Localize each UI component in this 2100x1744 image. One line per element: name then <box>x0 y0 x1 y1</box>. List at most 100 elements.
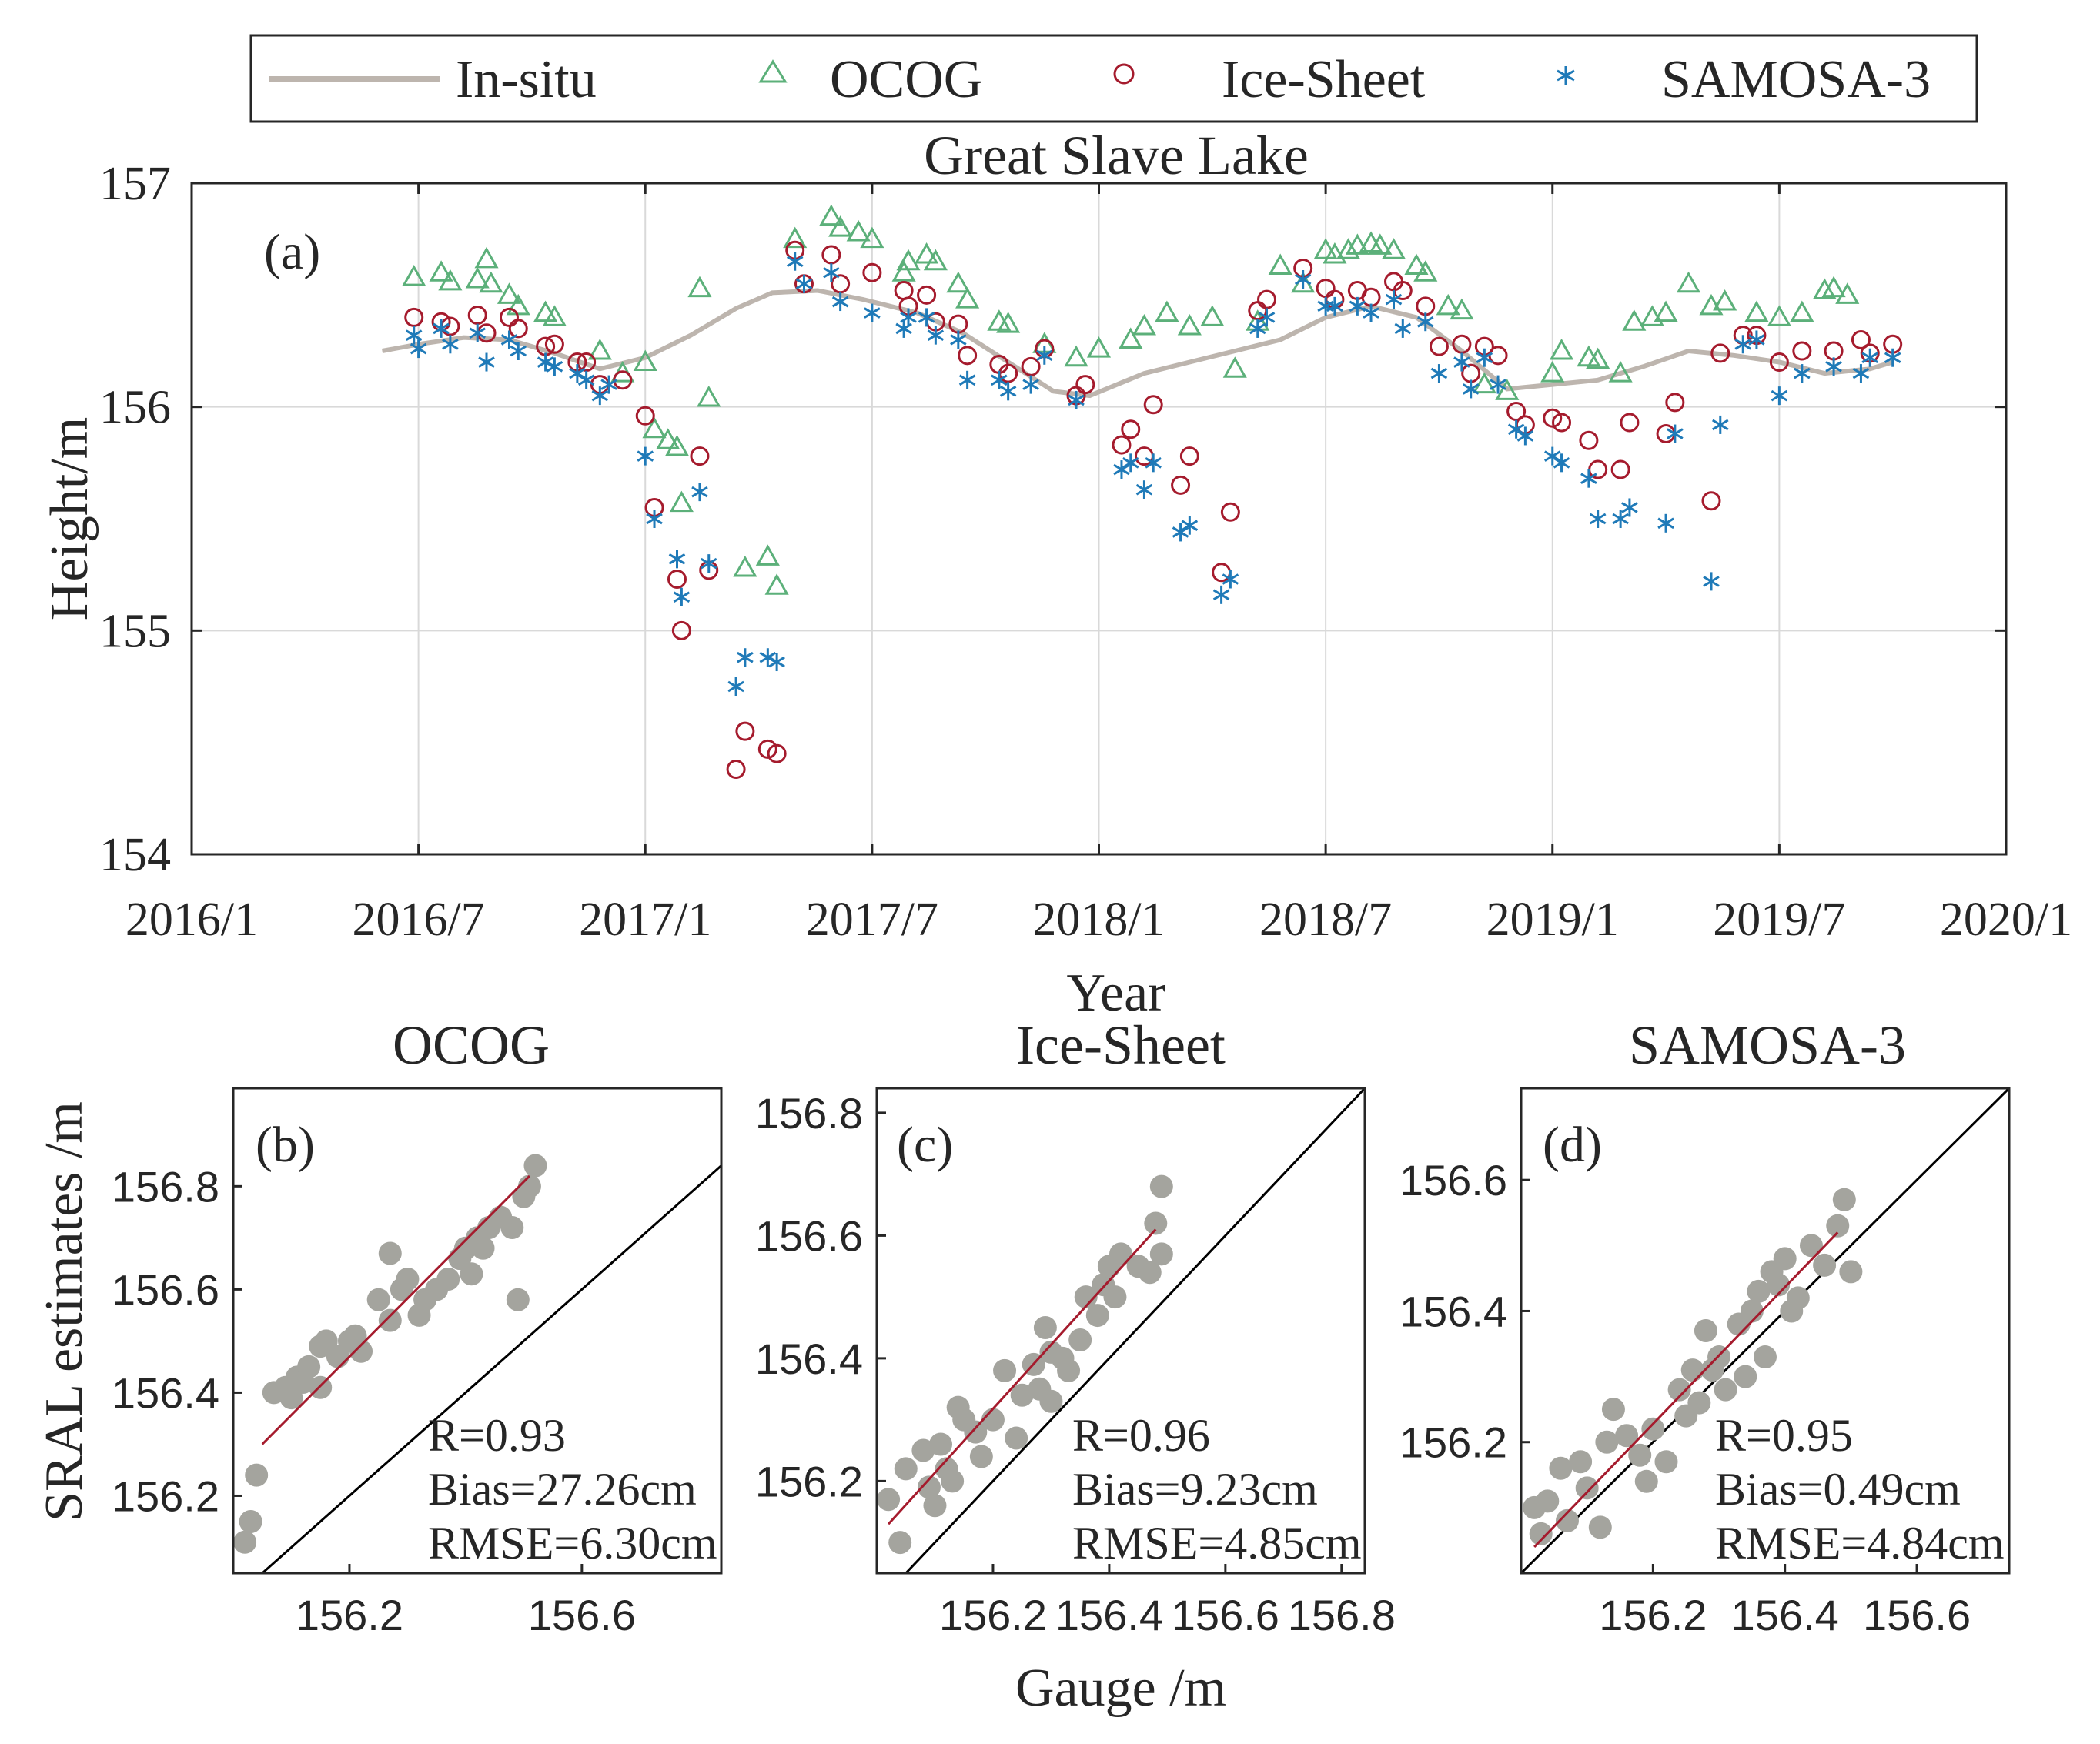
scatter-point <box>1010 1383 1034 1407</box>
y-tick-label: 156.6 <box>1399 1156 1507 1204</box>
y-tick-label: 156.2 <box>1399 1418 1507 1467</box>
y-tick-label: 156 <box>99 382 171 434</box>
icesheet-point <box>831 274 851 294</box>
x-tick-label: 2017/7 <box>806 894 938 946</box>
icesheet-point <box>1429 336 1449 356</box>
legend: In-situ OCOG Ice-Sheet SAMOSA-3 <box>249 34 1978 123</box>
ocog-point <box>1177 313 1202 336</box>
stats-r-d: R=0.95 <box>1715 1410 1853 1461</box>
x-tick-label: 2019/7 <box>1713 894 1845 946</box>
icesheet-point <box>1769 352 1789 373</box>
panel-a: Great Slave Lake 2016/1 2016/7 2017/1 2017/… <box>40 125 2072 1023</box>
samosa-point-stroke <box>673 591 691 603</box>
ocog-point <box>664 434 690 456</box>
scatter-point <box>460 1262 483 1286</box>
samosa-point-stroke <box>727 680 744 693</box>
x-tick-label: 156.2 <box>1599 1591 1707 1639</box>
ocog-point <box>1119 327 1143 349</box>
x-tick-label: 156.2 <box>939 1591 1047 1639</box>
samosa-point <box>405 326 423 345</box>
scatter-point <box>366 1288 390 1311</box>
scatter-point <box>1654 1450 1678 1474</box>
samosa-point <box>864 303 881 322</box>
samosa-point-stroke <box>1825 361 1842 373</box>
samosa-point-stroke <box>927 329 945 341</box>
ocog-point <box>1345 233 1369 255</box>
y-tick-label: 156.2 <box>112 1472 219 1520</box>
samosa-point-stroke <box>1135 483 1153 496</box>
ocog-point <box>946 271 971 293</box>
samosa-point <box>1416 312 1434 332</box>
scatter-point <box>517 1174 541 1198</box>
chart-title-d: SAMOSA-3 <box>1629 1014 1906 1076</box>
ocog-point <box>497 282 522 304</box>
scatter-point <box>1641 1417 1665 1441</box>
one-to-one-line-c <box>905 1087 1366 1575</box>
ticks-d: 156.2 156.4 156.6 156.2 156.4 156.6 <box>1399 1156 1971 1639</box>
samosa-point <box>700 554 717 573</box>
scatter-point <box>245 1463 269 1487</box>
icesheet-point <box>894 281 914 301</box>
samosa-point <box>546 357 563 376</box>
samosa-point <box>433 319 450 338</box>
samosa-point-stroke <box>433 322 450 335</box>
scatter-points-b <box>233 1154 547 1554</box>
samosa-point <box>1462 379 1480 399</box>
scatter-point <box>981 1408 1005 1432</box>
ocog-point <box>923 249 948 271</box>
samosa-point-stroke <box>1222 573 1239 585</box>
x-tick-label: 2020/1 <box>1940 894 2072 946</box>
ocog-point <box>429 260 453 282</box>
ocog-point <box>542 305 567 326</box>
ocog-point <box>1821 276 1846 298</box>
scatter-point <box>929 1432 953 1456</box>
scatter-point <box>1144 1211 1168 1235</box>
samosa-point-stroke <box>759 651 777 663</box>
samosa-point <box>1258 308 1276 327</box>
grid-a <box>192 183 2006 854</box>
ocog-point <box>1086 336 1112 358</box>
samosa-point <box>1861 348 1878 367</box>
samosa-point-stroke <box>646 513 663 525</box>
samosa-point-stroke <box>1416 316 1434 328</box>
ocog-point <box>1713 289 1737 311</box>
scatter-point <box>1085 1304 1109 1328</box>
samosa-point-stroke <box>1385 293 1403 306</box>
ocog-point <box>1450 298 1474 320</box>
legend-icesheet-label: Ice-Sheet <box>1222 50 1426 109</box>
panel-label-a: (a) <box>264 224 320 280</box>
ocog-point <box>896 249 921 271</box>
samosa-point-stroke <box>1349 300 1366 312</box>
samosa-point <box>927 326 945 345</box>
ocog-point <box>1436 293 1460 316</box>
scatter-point <box>1549 1456 1573 1480</box>
scatter-point <box>917 1475 941 1499</box>
ocog-point <box>1413 260 1438 282</box>
scatter-points-c <box>877 1174 1173 1555</box>
panel-c: Ice-Sheet 156.2 156.4 156.6 156.8156.2156.4… <box>755 1014 1396 1718</box>
samosa-point <box>1145 453 1162 473</box>
y-tick-label: 156.8 <box>755 1089 863 1138</box>
scatter-point <box>239 1509 262 1533</box>
icesheet-point <box>1665 393 1685 413</box>
samosa-point <box>1385 290 1403 309</box>
ocog-point <box>1336 238 1361 259</box>
samosa-point <box>1516 426 1534 446</box>
samosa-point <box>1612 510 1629 528</box>
ocog-point <box>687 276 712 298</box>
ocog-point <box>1608 361 1633 383</box>
samosa-point-stroke <box>1181 520 1199 532</box>
icesheet-point <box>1179 446 1199 466</box>
scatter-point <box>1813 1253 1837 1277</box>
icesheet-point <box>508 319 528 339</box>
samosa-point <box>1476 348 1493 367</box>
samosa-point-stroke <box>1326 300 1343 312</box>
samosa-point <box>991 370 1008 389</box>
ocog-point <box>633 349 657 372</box>
ocog-point <box>1064 345 1088 367</box>
plot-frame-c <box>875 1087 1366 1575</box>
ocog-point <box>755 544 780 566</box>
samosa-point-stroke <box>569 367 586 379</box>
